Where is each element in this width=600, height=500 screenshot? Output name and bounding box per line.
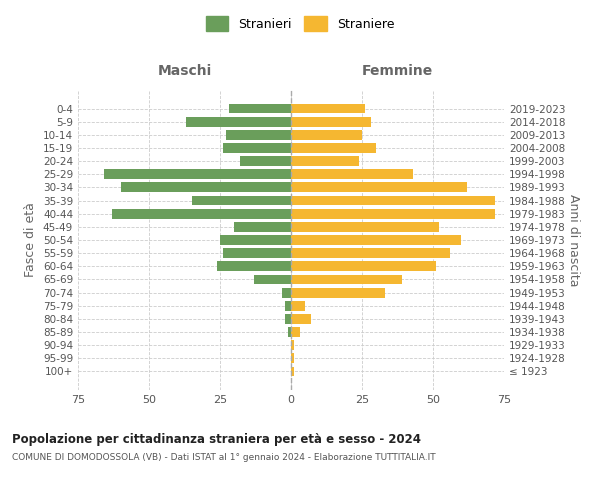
Bar xyxy=(291,262,436,271)
Bar xyxy=(234,222,291,232)
Bar xyxy=(220,235,291,245)
Y-axis label: Anni di nascita: Anni di nascita xyxy=(566,194,580,286)
Bar xyxy=(291,354,294,363)
Text: Maschi: Maschi xyxy=(157,64,212,78)
Bar xyxy=(286,314,291,324)
Bar xyxy=(291,340,294,350)
Bar xyxy=(104,170,291,179)
Bar xyxy=(291,366,294,376)
Bar xyxy=(223,248,291,258)
Bar xyxy=(291,117,371,126)
Bar xyxy=(112,209,291,218)
Bar xyxy=(186,117,291,126)
Bar xyxy=(291,130,362,140)
Bar xyxy=(291,314,311,324)
Text: Femmine: Femmine xyxy=(362,64,433,78)
Bar xyxy=(229,104,291,114)
Bar xyxy=(291,143,376,153)
Bar xyxy=(291,301,305,310)
Legend: Stranieri, Straniere: Stranieri, Straniere xyxy=(201,11,399,36)
Bar xyxy=(291,274,402,284)
Bar xyxy=(291,196,496,205)
Text: Popolazione per cittadinanza straniera per età e sesso - 2024: Popolazione per cittadinanza straniera p… xyxy=(12,432,421,446)
Bar xyxy=(283,288,291,298)
Bar xyxy=(288,327,291,337)
Bar xyxy=(291,209,496,218)
Bar xyxy=(291,182,467,192)
Bar xyxy=(121,182,291,192)
Bar xyxy=(217,262,291,271)
Bar xyxy=(291,156,359,166)
Bar xyxy=(286,301,291,310)
Bar xyxy=(254,274,291,284)
Bar xyxy=(291,248,450,258)
Bar xyxy=(226,130,291,140)
Bar xyxy=(291,235,461,245)
Bar xyxy=(291,288,385,298)
Y-axis label: Fasce di età: Fasce di età xyxy=(25,202,37,278)
Bar xyxy=(223,143,291,153)
Bar xyxy=(291,222,439,232)
Bar xyxy=(291,170,413,179)
Bar xyxy=(291,104,365,114)
Bar xyxy=(240,156,291,166)
Text: COMUNE DI DOMODOSSOLA (VB) - Dati ISTAT al 1° gennaio 2024 - Elaborazione TUTTIT: COMUNE DI DOMODOSSOLA (VB) - Dati ISTAT … xyxy=(12,452,436,462)
Bar xyxy=(291,327,299,337)
Bar xyxy=(191,196,291,205)
